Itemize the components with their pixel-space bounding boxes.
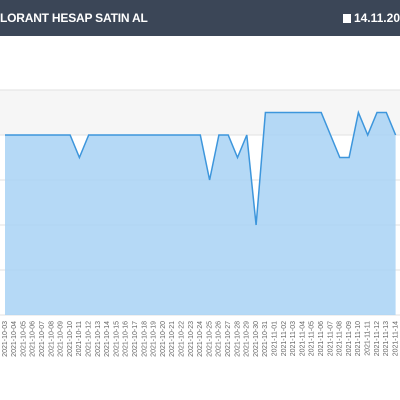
x-tick-label: 2021-11-11 [365,321,372,356]
x-tick-label: 2021-10-13 [95,321,102,357]
x-tick-label: 2021-11-07 [327,321,334,356]
header-title: LORANT HESAP SATIN AL [0,11,148,25]
x-tick-label: 2021-11-10 [355,321,362,356]
x-tick-label: 2021-10-29 [244,321,251,357]
chart: 2021-10-03 2021-10-04 2021-10-05 2021-10-06… [0,89,400,357]
x-tick-label: 2021-10-06 [30,321,37,357]
date-text: 14.11.20 [353,11,400,25]
x-tick-label: 2021-10-11 [76,321,83,356]
x-tick-label: 2021-10-18 [141,321,148,357]
x-tick-label: 2021-10-05 [20,321,27,357]
x-tick-label: 2021-10-10 [67,321,74,357]
x-tick-label: 2021-10-12 [86,321,93,357]
x-tick-label: 2021-10-07 [39,321,46,357]
x-tick-label: 2021-11-12 [374,321,381,356]
x-tick-label: 2021-11-14 [392,321,399,356]
x-tick-label: 2021-11-01 [272,321,279,356]
x-tick-label: 2021-10-31 [262,321,269,357]
x-tick-label: 2021-11-13 [383,321,390,356]
x-tick-label: 2021-10-25 [206,321,213,357]
x-tick-label: 2021-11-05 [309,321,316,356]
x-tick-label: 2021-10-30 [253,321,260,357]
header-date: 14.11.20 [342,11,400,25]
x-tick-label: 2021-10-21 [169,321,176,357]
x-tick-label: 2021-10-09 [58,321,65,357]
x-tick-label: 2021-10-15 [113,321,120,357]
x-tick-label: 2021-10-28 [234,321,241,357]
plot-band [0,90,400,135]
x-tick-label: 2021-10-24 [197,321,204,357]
x-tick-label: 2021-10-08 [48,321,55,357]
area-line [5,109,397,226]
x-tick-label: 2021-10-22 [179,321,186,357]
x-tick-label: 2021-11-02 [281,321,288,356]
x-tick-label: 2021-10-04 [11,321,18,357]
x-tick-label: 2021-10-26 [216,321,223,357]
calendar-icon [342,14,351,23]
x-tick-label: 2021-11-09 [346,321,353,356]
x-tick-label: 2021-10-23 [188,321,195,357]
x-tick-label: 2021-10-16 [123,321,130,357]
x-tick-label: 2021-11-04 [299,321,306,356]
x-tick-label: 2021-10-14 [104,321,111,357]
x-tick-label: 2021-10-17 [132,321,139,357]
x-tick-label: 2021-10-03 [2,321,9,357]
x-tick-label: 2021-10-20 [160,321,167,357]
x-tick-label: 2021-10-27 [225,321,232,357]
x-tick-label: 2021-10-19 [151,321,158,357]
x-tick-label: 2021-11-03 [290,321,297,356]
area-fill [5,112,396,315]
x-tick-label: 2021-11-06 [318,321,325,356]
x-tick-label: 2021-11-08 [337,321,344,356]
header: LORANT HESAP SATIN AL 14.11.20 [0,0,400,36]
